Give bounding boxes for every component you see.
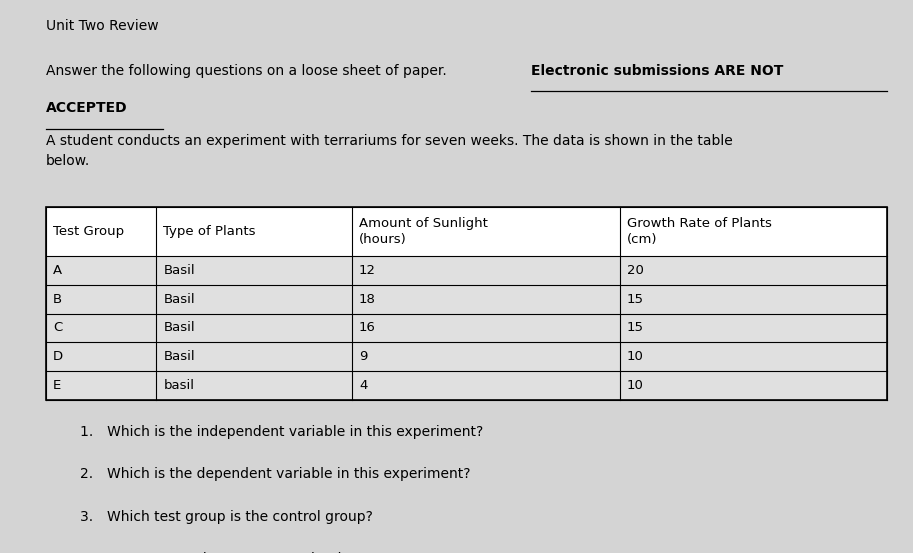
Text: basil: basil: [163, 379, 194, 392]
Text: A student conducts an experiment with terrariums for seven weeks. The data is sh: A student conducts an experiment with te…: [46, 134, 732, 168]
Text: Basil: Basil: [163, 293, 195, 306]
Text: D: D: [53, 350, 63, 363]
Text: Growth Rate of Plants
(cm): Growth Rate of Plants (cm): [627, 217, 771, 246]
Bar: [46, 207, 887, 400]
Text: 15: 15: [627, 321, 644, 335]
Bar: [46, 256, 887, 285]
Text: 12: 12: [359, 264, 376, 277]
Text: 16: 16: [359, 321, 376, 335]
Bar: [46, 342, 887, 371]
Text: Type of Plants: Type of Plants: [163, 225, 256, 238]
Text: 1. Which is the independent variable in this experiment?: 1. Which is the independent variable in …: [80, 425, 484, 439]
Bar: [46, 314, 887, 342]
Bar: [46, 285, 887, 314]
Bar: [46, 207, 887, 256]
Text: 10: 10: [627, 379, 644, 392]
Text: 4. Create a graph to represent the data.: 4. Create a graph to represent the data.: [80, 552, 369, 553]
Text: Amount of Sunlight
(hours): Amount of Sunlight (hours): [359, 217, 488, 246]
Text: 18: 18: [359, 293, 376, 306]
Text: 20: 20: [627, 264, 644, 277]
Text: Basil: Basil: [163, 321, 195, 335]
Text: B: B: [53, 293, 62, 306]
Text: Electronic submissions ARE NOT: Electronic submissions ARE NOT: [531, 64, 783, 77]
Text: E: E: [53, 379, 61, 392]
Text: C: C: [53, 321, 62, 335]
Text: A: A: [53, 264, 62, 277]
Text: 15: 15: [627, 293, 644, 306]
Text: Answer the following questions on a loose sheet of paper.: Answer the following questions on a loos…: [46, 64, 451, 77]
Text: Test Group: Test Group: [53, 225, 124, 238]
Text: Basil: Basil: [163, 350, 195, 363]
Text: 2. Which is the dependent variable in this experiment?: 2. Which is the dependent variable in th…: [80, 467, 471, 481]
Text: 3. Which test group is the control group?: 3. Which test group is the control group…: [80, 510, 373, 524]
Text: 10: 10: [627, 350, 644, 363]
Text: Basil: Basil: [163, 264, 195, 277]
Text: ACCEPTED: ACCEPTED: [46, 101, 127, 115]
Text: 9: 9: [359, 350, 367, 363]
Text: Unit Two Review: Unit Two Review: [46, 19, 158, 33]
Text: 4: 4: [359, 379, 367, 392]
Bar: [46, 371, 887, 400]
